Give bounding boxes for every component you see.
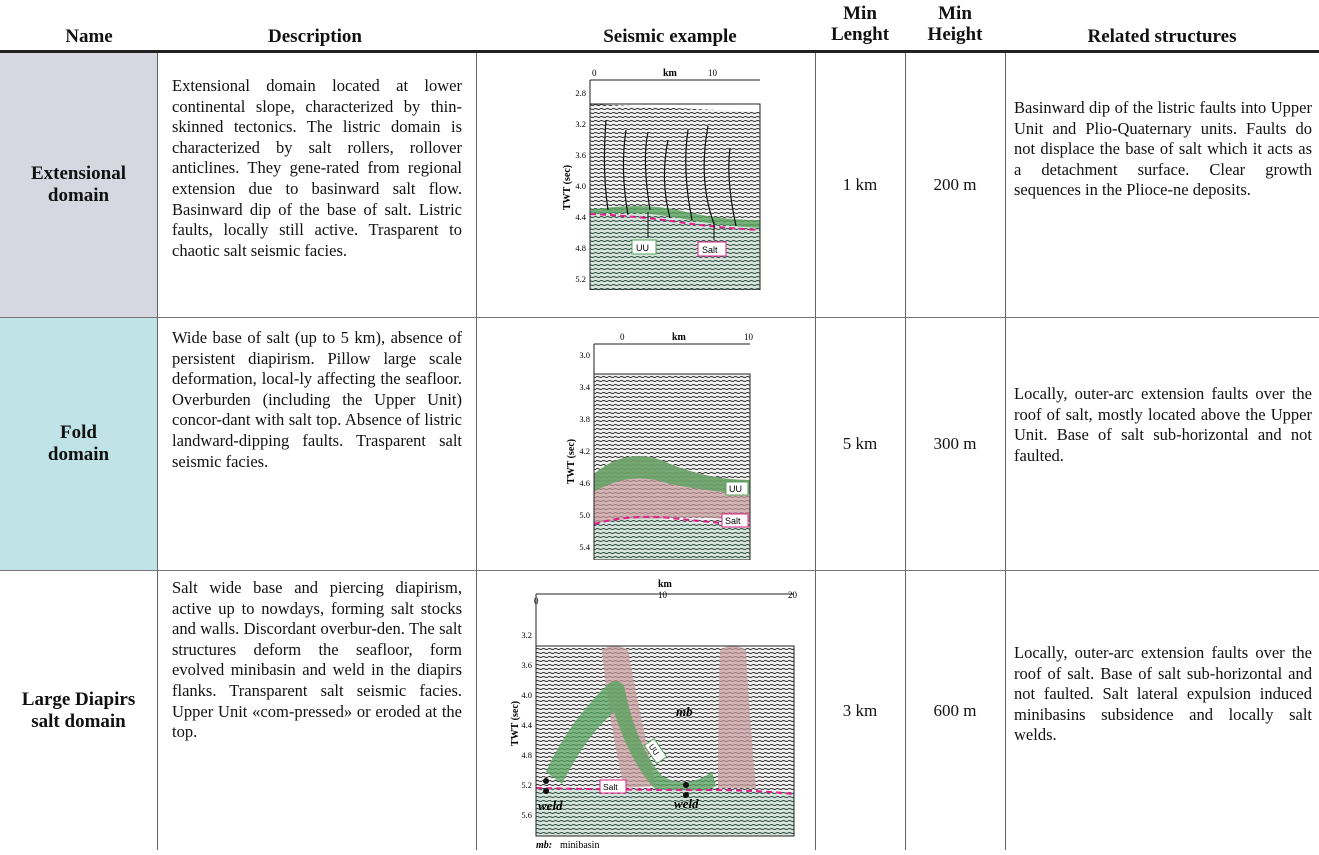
related-structures-text: Locally, outer-arc extension faults over… <box>1014 643 1312 745</box>
column-divider <box>1005 53 1006 850</box>
seismic-section-extensional: 0 km 10 2.8 3.2 3.6 4.0 4.4 4.8 5.2 TWT … <box>558 60 768 291</box>
y-tick: 4.8 <box>575 243 586 253</box>
row-description: Salt wide base and piercing diapirism, a… <box>172 578 462 742</box>
min-length-value: 3 km <box>842 700 878 720</box>
min-height-value: 300 m <box>933 434 977 453</box>
uu-label: UU <box>636 243 649 253</box>
row-description: Wide base of salt (up to 5 km), absence … <box>172 328 462 471</box>
weld-marker <box>683 782 689 788</box>
min-height-value: 600 m <box>933 700 977 720</box>
min-length-value: 5 km <box>842 434 878 453</box>
y-axis-label: TWT (sec) <box>566 439 577 484</box>
header-seismic-example: Seismic example <box>603 26 737 47</box>
y-tick: 5.4 <box>579 542 590 552</box>
x-tick: 0 <box>620 332 625 342</box>
y-tick: 5.0 <box>579 510 590 520</box>
y-tick: 4.2 <box>579 446 590 456</box>
header-min-height: Min Height <box>927 2 983 45</box>
y-tick: 3.2 <box>575 119 586 129</box>
y-tick: 3.6 <box>521 660 532 670</box>
x-tick: 10 <box>708 68 718 78</box>
weld-marker <box>683 792 689 798</box>
related-structures-text: Basinward dip of the listric faults into… <box>1014 98 1312 200</box>
header-name: Name <box>65 26 113 47</box>
y-tick: 3.4 <box>579 382 590 392</box>
header-min-length: Min Lenght <box>830 2 890 45</box>
column-divider <box>905 53 906 850</box>
row-name-extensional-domain: Extensional domain <box>0 53 157 317</box>
x-tick: 10 <box>744 332 754 342</box>
seismic-section-fold: 0 km 10 3.0 3.4 3.8 4.2 4.6 5.0 5.4 TWT … <box>560 324 772 561</box>
y-tick: 5.2 <box>521 780 532 790</box>
column-divider <box>815 53 816 850</box>
row-separator <box>0 570 1319 571</box>
y-axis-label: TWT (sec) <box>562 165 573 210</box>
legend-key: mb: <box>536 840 552 850</box>
y-tick: 3.8 <box>579 414 590 424</box>
uu-label: UU <box>729 484 742 494</box>
x-tick: 0 <box>592 68 597 78</box>
y-tick: 3.0 <box>579 350 590 360</box>
row-separator <box>0 317 1319 318</box>
salt-label: Salt <box>725 516 741 526</box>
weld-marker <box>543 778 549 784</box>
salt-label: Salt <box>603 782 618 792</box>
min-height-value: 200 m <box>933 175 977 194</box>
y-tick: 5.2 <box>575 274 586 284</box>
x-tick: 0 <box>534 596 539 606</box>
y-tick: 3.6 <box>575 150 586 160</box>
header-related-structures: Related structures <box>1087 26 1237 47</box>
y-tick: 4.0 <box>575 181 586 191</box>
header-rule <box>0 50 1319 53</box>
legend-text: minibasin <box>560 840 599 850</box>
weld-label: weld <box>674 796 699 811</box>
km-label: km <box>672 332 687 343</box>
x-tick: 10 <box>658 590 668 600</box>
y-tick: 4.4 <box>575 212 586 222</box>
x-tick: 20 <box>788 590 798 600</box>
y-tick: 4.6 <box>579 478 590 488</box>
seismic-section-diapirs: km 0 10 20 3.2 3.6 4.0 4.4 4.8 5.2 5.6 T… <box>506 576 806 851</box>
y-axis-label: TWT (sec) <box>510 701 521 746</box>
weld-label: weld <box>538 798 563 813</box>
row-name-fold-domain: Fold domain <box>0 318 157 570</box>
header-description: Description <box>268 26 362 47</box>
mb-label: mb <box>676 704 693 719</box>
weld-marker <box>543 788 549 794</box>
column-divider <box>476 53 477 850</box>
related-structures-text: Locally, outer-arc extension faults over… <box>1014 384 1312 465</box>
y-tick: 3.2 <box>521 630 532 640</box>
min-length-value: 1 km <box>842 175 878 194</box>
salt-label: Salt <box>702 245 718 255</box>
km-label: km <box>663 68 678 79</box>
row-description: Extensional domain located at lower cont… <box>172 76 462 260</box>
row-name-large-diapirs: Large Diapirs salt domain <box>0 571 157 850</box>
y-tick: 4.0 <box>521 690 532 700</box>
y-tick: 5.6 <box>521 810 532 820</box>
y-tick: 4.4 <box>521 720 532 730</box>
y-tick: 4.8 <box>521 750 532 760</box>
y-tick: 2.8 <box>575 88 586 98</box>
column-divider <box>157 53 158 850</box>
km-label: km <box>658 579 673 590</box>
